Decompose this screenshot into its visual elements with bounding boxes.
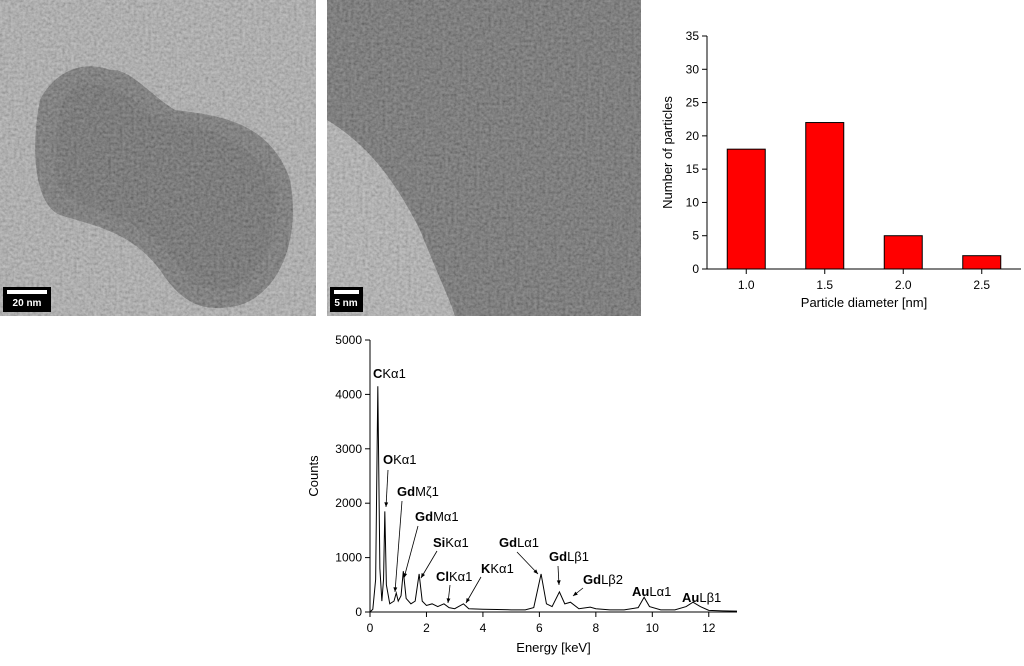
peak-label: SiKα1 <box>433 535 469 550</box>
peak-label: AuLα1 <box>632 584 671 599</box>
x-tick-label: 12 <box>702 621 716 635</box>
spectrum-line <box>369 386 738 613</box>
y-tick-label: 5000 <box>335 333 362 347</box>
arrow-head <box>384 502 389 507</box>
arrow-head <box>393 587 398 592</box>
scale-bar-label: 5 nm <box>334 298 357 309</box>
y-tick-label: 1000 <box>335 551 362 565</box>
bar <box>805 122 845 270</box>
x-tick-label: 1.5 <box>816 278 833 292</box>
y-axis-label: Number of particles <box>660 96 675 209</box>
peak-element: Gd <box>583 572 601 587</box>
peak-line: Kα1 <box>490 561 513 576</box>
peak-line: Lβ1 <box>699 590 721 605</box>
y-tick-label: 35 <box>686 29 700 43</box>
y-tick-label: 10 <box>686 195 700 209</box>
peak-arrow <box>465 576 482 604</box>
y-tick-label: 5 <box>692 229 699 243</box>
peak-line: Mζ1 <box>415 484 439 499</box>
x-tick-label: 10 <box>646 621 660 635</box>
y-tick-label: 3000 <box>335 442 362 456</box>
peak-arrow <box>385 469 389 508</box>
peak-label: GdMζ1 <box>397 484 439 499</box>
peak-label: AuLβ1 <box>682 590 721 605</box>
peak-line: Kα1 <box>393 452 416 467</box>
peak-element: Gd <box>499 535 517 550</box>
tem-image-2 <box>327 0 641 316</box>
y-tick-label: 0 <box>355 605 362 619</box>
peak-label: GdLα1 <box>499 535 539 550</box>
x-axis-label: Energy [keV] <box>516 640 590 655</box>
peak-element: K <box>481 561 491 576</box>
x-tick-label: 4 <box>480 621 487 635</box>
peak-element: C <box>373 366 383 381</box>
y-axis-label: Counts <box>306 455 321 497</box>
x-tick-label: 2 <box>423 621 430 635</box>
peak-line: Lα1 <box>649 584 671 599</box>
peak-element: O <box>383 452 393 467</box>
y-tick-label: 0 <box>692 262 699 276</box>
peak-element: Au <box>682 590 699 605</box>
x-tick-label: 2.5 <box>973 278 990 292</box>
peak-arrow <box>516 551 539 575</box>
arrow-head <box>421 573 426 578</box>
peak-line: Lα1 <box>517 535 539 550</box>
arrow-head <box>556 580 561 585</box>
peak-label: OKα1 <box>383 452 417 467</box>
y-tick-label: 2000 <box>335 496 362 510</box>
peak-arrow <box>403 525 419 579</box>
peak-line: Kα1 <box>382 366 405 381</box>
peak-element: Gd <box>549 549 567 564</box>
arrow-head <box>403 573 408 578</box>
peak-label: CKα1 <box>373 366 406 381</box>
arrow-head <box>533 569 538 574</box>
peak-arrow <box>394 500 403 593</box>
peak-line: Lβ2 <box>601 572 623 587</box>
scale-bar-1: 20 nm <box>3 287 51 312</box>
peak-line: Mα1 <box>433 509 459 524</box>
y-tick-label: 15 <box>686 162 700 176</box>
scale-bar-label: 20 nm <box>13 298 42 309</box>
peak-element: Gd <box>415 509 433 524</box>
y-tick-label: 30 <box>686 62 700 76</box>
x-tick-label: 2.0 <box>895 278 912 292</box>
y-tick-label: 4000 <box>335 387 362 401</box>
peak-element: Au <box>632 584 649 599</box>
peak-label: KKα1 <box>481 561 514 576</box>
peak-line: Kα1 <box>445 535 468 550</box>
peak-line: Kα1 <box>449 569 472 584</box>
bar <box>883 235 923 270</box>
y-tick-label: 25 <box>686 96 700 110</box>
bar <box>726 148 766 270</box>
bar <box>962 255 1002 270</box>
peak-line: Lβ1 <box>567 549 589 564</box>
arrow-head <box>573 591 578 596</box>
peak-label: GdMα1 <box>415 509 459 524</box>
arrow-head <box>466 598 470 603</box>
peak-label: GdLβ2 <box>583 572 623 587</box>
x-tick-label: 1.0 <box>738 278 755 292</box>
x-tick-label: 0 <box>367 621 374 635</box>
x-tick-label: 8 <box>593 621 600 635</box>
peak-arrow <box>420 550 438 579</box>
arrow-head <box>446 598 451 603</box>
tem-image-1 <box>0 0 316 316</box>
x-axis-label: Particle diameter [nm] <box>801 295 927 310</box>
peak-label: ClKα1 <box>436 569 472 584</box>
peak-label: GdLβ1 <box>549 549 589 564</box>
scale-bar-2: 5 nm <box>330 287 363 312</box>
peak-element: Si <box>433 535 445 550</box>
peak-element: Cl <box>436 569 449 584</box>
y-tick-label: 20 <box>686 129 700 143</box>
x-tick-label: 6 <box>536 621 543 635</box>
peak-element: Gd <box>397 484 415 499</box>
